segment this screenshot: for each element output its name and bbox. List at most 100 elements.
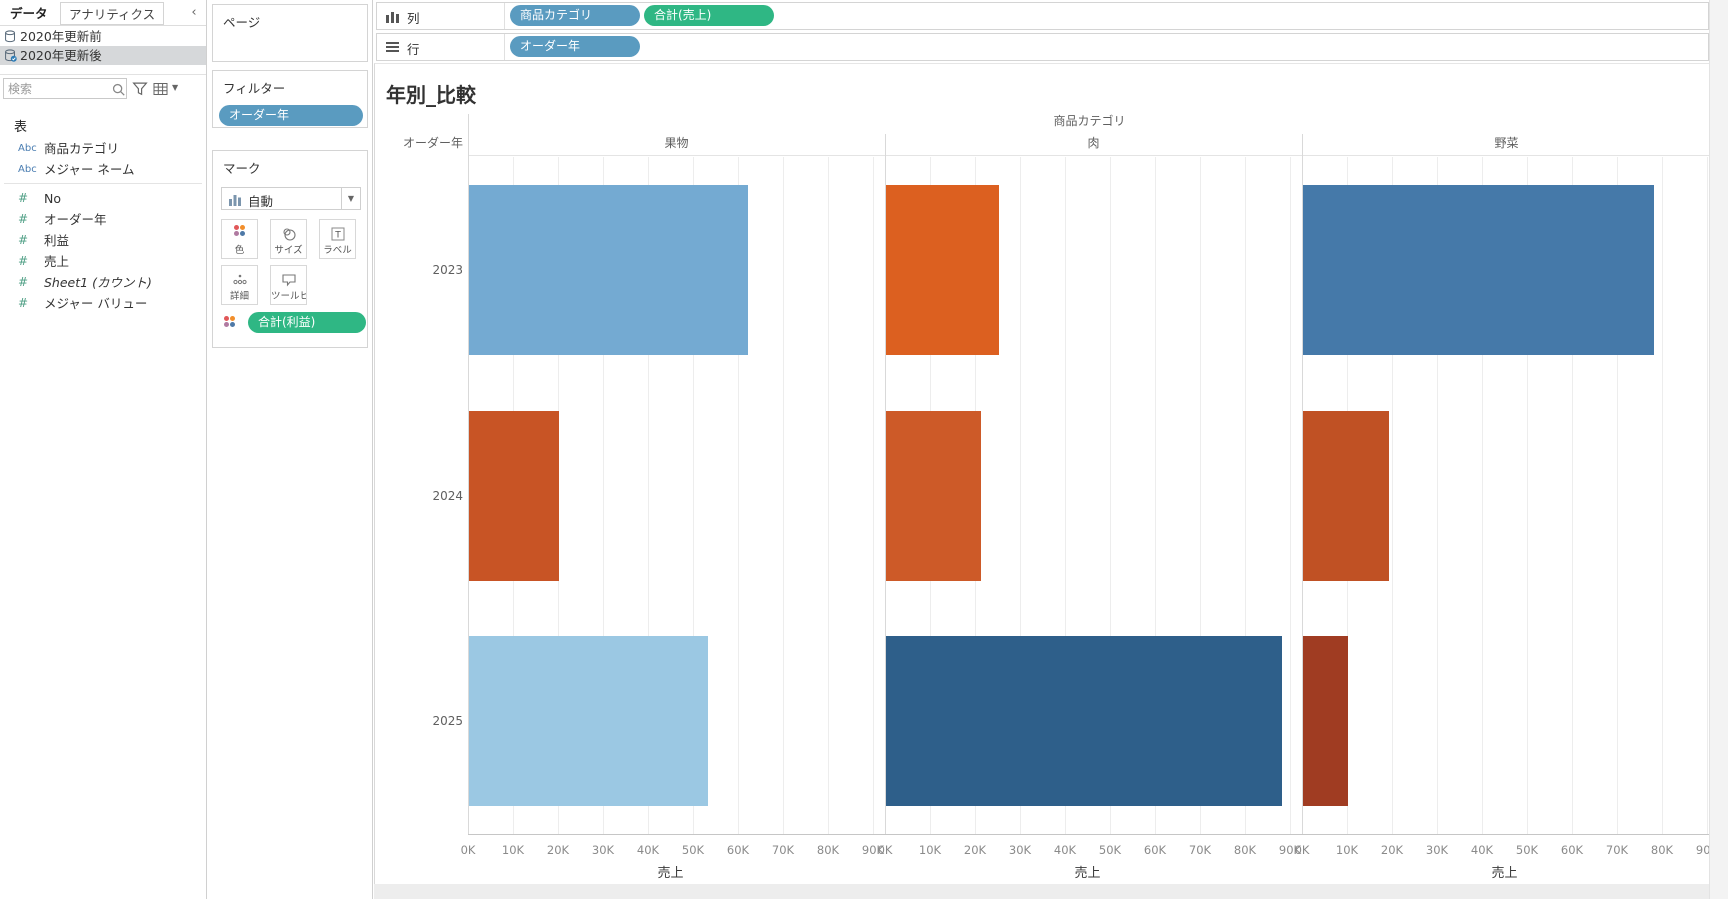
bar-2023-肉[interactable] [886, 184, 999, 355]
view-options-caret-icon[interactable]: ▼ [172, 83, 179, 92]
gridline [1392, 157, 1393, 834]
columns-pill[interactable]: 商品カテゴリ [510, 5, 640, 26]
columns-icon [386, 10, 400, 23]
gridline [1200, 157, 1201, 834]
columns-shelf-text: 列 [407, 11, 420, 26]
category-header: 野菜 [1494, 136, 1519, 150]
bar-2023-果物[interactable] [469, 184, 748, 355]
axis-tick-label: 30K [1008, 843, 1032, 857]
axis-tick-label: 50K [681, 843, 705, 857]
filter-funnel-icon[interactable] [132, 81, 148, 97]
pane-top-border [468, 155, 1711, 156]
label-button[interactable]: T ラベル [319, 219, 356, 259]
axis-tick-label: 0K [877, 843, 893, 857]
axis-tick-label: 80K [1650, 843, 1674, 857]
size-circles-icon [271, 225, 306, 243]
number-icon: # [18, 275, 29, 289]
filter-pill[interactable]: オーダー年 [219, 105, 363, 126]
axis-tick-label: 10K [501, 843, 525, 857]
tab-analytics[interactable]: アナリティクス [60, 2, 165, 25]
axis-tick-label: 60K [726, 843, 750, 857]
pane-divider [885, 134, 886, 834]
rows-shelf: 行 オーダー年 [376, 33, 1709, 61]
data-pane: データ アナリティクス ‹ 2020年更新前 2020年更新後 [0, 0, 207, 899]
right-gutter[interactable] [1709, 0, 1728, 899]
color-legend-pill[interactable]: 合計(利益) [248, 312, 366, 333]
mark-type-dropdown[interactable]: 自動 ▼ [221, 187, 361, 210]
bar-2023-野菜[interactable] [1303, 184, 1654, 355]
search-input[interactable] [8, 80, 106, 97]
gridline [1482, 157, 1483, 834]
row-year-label: 2023 [432, 262, 463, 277]
color-dots-icon [224, 316, 236, 328]
tab-data[interactable]: データ [10, 6, 48, 21]
database-icon [5, 30, 16, 43]
field-item[interactable]: # 利益 [0, 230, 206, 251]
bar-2025-野菜[interactable] [1303, 636, 1348, 807]
search-icon[interactable] [111, 82, 127, 98]
bar-2024-果物[interactable] [469, 410, 559, 581]
detail-dots-icon [222, 271, 257, 289]
row-header-divider [468, 114, 469, 834]
field-item[interactable]: Abc 商品カテゴリ [0, 138, 206, 159]
datasource-list: 2020年更新前 2020年更新後 [0, 27, 206, 65]
datasource-item[interactable]: 2020年更新前 [0, 27, 206, 46]
gridline [1662, 157, 1663, 834]
x-axis-line [468, 834, 1711, 835]
view-grid-icon[interactable] [153, 81, 169, 97]
number-icon: # [18, 254, 29, 268]
bar-2025-果物[interactable] [469, 636, 708, 807]
category-header: 果物 [664, 136, 689, 150]
pages-card: ページ [212, 4, 368, 62]
color-button[interactable]: 色 [221, 219, 258, 259]
field-label: メジャー ネーム [44, 162, 135, 177]
field-item[interactable]: # 売上 [0, 251, 206, 272]
axis-tick-label: 40K [1470, 843, 1494, 857]
field-label: メジャー バリュー [44, 296, 148, 311]
pages-card-title: ページ [223, 15, 261, 30]
size-button[interactable]: サイズ [270, 219, 307, 259]
field-label: 利益 [44, 233, 70, 248]
bar-chart-icon [229, 195, 241, 206]
axis-tick-label: 0K [1294, 843, 1310, 857]
axis-tick-label: 90K [1278, 843, 1302, 857]
field-item[interactable]: # オーダー年 [0, 209, 206, 230]
gridline [1290, 157, 1291, 834]
filters-card-title: フィルター [223, 81, 286, 96]
cards-column: ページ フィルター オーダー年 マーク 自動 ▼ 色 [207, 0, 373, 899]
color-dots-icon [222, 225, 257, 243]
bar-2025-肉[interactable] [886, 636, 1282, 807]
data-pane-tabbar: データ アナリティクス ‹ [0, 0, 206, 26]
worksheet: 年別_比較 商品カテゴリ オーダー年 果物 肉 野菜 2023 2024 2025 0K 10K 2… [374, 63, 1718, 899]
bar-2024-野菜[interactable] [1303, 410, 1389, 581]
number-icon: # [18, 233, 29, 247]
bar-2024-肉[interactable] [886, 410, 981, 581]
rows-shelf-label: 行 [377, 34, 505, 60]
field-label: 商品カテゴリ [44, 141, 120, 156]
gridline [1245, 157, 1246, 834]
columns-shelf-pills: 商品カテゴリ 合計(売上) [510, 5, 774, 26]
column-field-header: 商品カテゴリ [1053, 114, 1126, 128]
fields-divider [4, 180, 202, 184]
field-item[interactable]: # メジャー バリュー [0, 293, 206, 314]
tooltip-button-label: ツールヒ… [271, 291, 306, 302]
detail-button[interactable]: 詳細 [221, 265, 258, 305]
row-field-header: オーダー年 [402, 136, 463, 150]
fields-header: 表 [14, 120, 28, 135]
filters-card: フィルター オーダー年 [212, 70, 368, 128]
axis-tick-label: 70K [771, 843, 795, 857]
columns-pill[interactable]: 合計(売上) [644, 5, 774, 26]
field-item[interactable]: # No [0, 188, 206, 209]
datasource-item[interactable]: 2020年更新後 [0, 46, 206, 65]
field-item[interactable]: Abc メジャー ネーム [0, 159, 206, 180]
collapse-pane-icon[interactable]: ‹ [191, 5, 197, 20]
gridline [1155, 157, 1156, 834]
field-item[interactable]: # Sheet1 (カウント) [0, 272, 206, 293]
gridline [1065, 157, 1066, 834]
svg-text:T: T [334, 231, 341, 241]
tooltip-button[interactable]: ツールヒ… [270, 265, 307, 305]
rows-pill[interactable]: オーダー年 [510, 36, 640, 57]
mark-type-caret-icon[interactable]: ▼ [341, 187, 361, 210]
axis-title: 売上 [657, 866, 684, 881]
